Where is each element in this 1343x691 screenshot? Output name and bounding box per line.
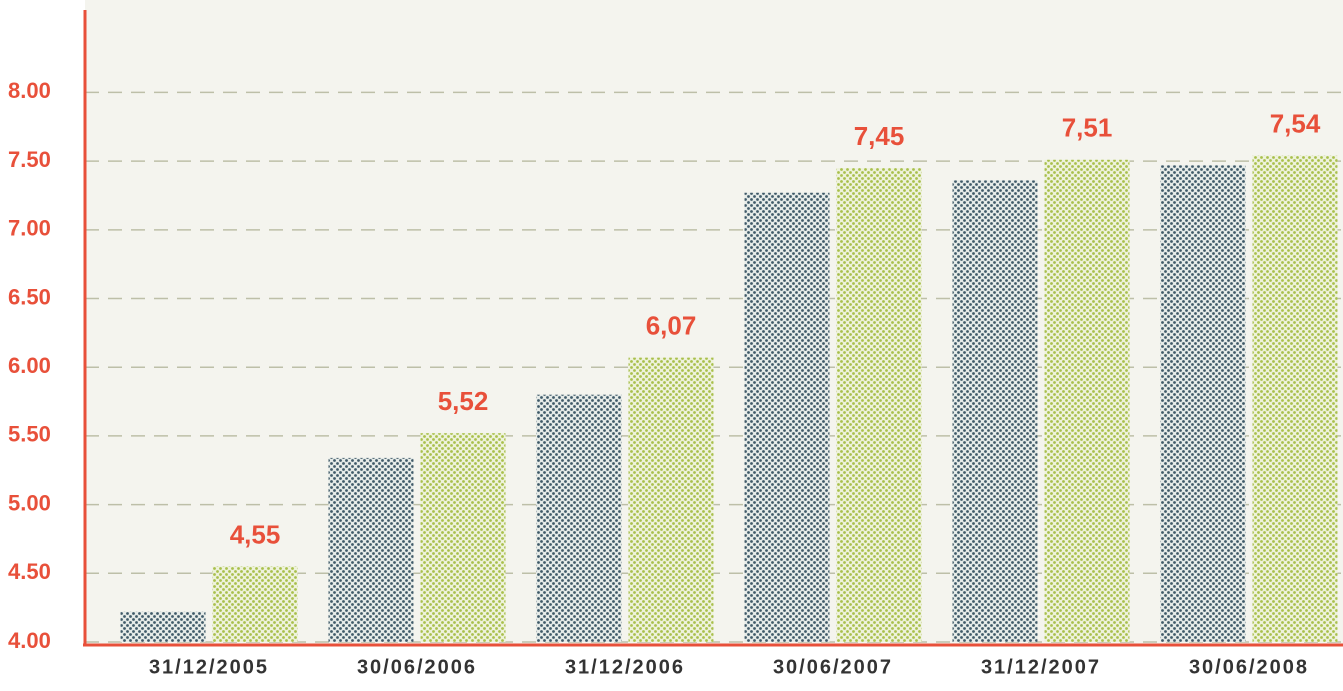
- bar: [1252, 155, 1338, 643]
- bar: [628, 357, 714, 642]
- bar: [744, 192, 830, 642]
- bar: [212, 566, 298, 642]
- value-label: 5,52: [438, 386, 489, 416]
- x-tick-label: 30/06/2006: [357, 656, 477, 678]
- x-tick-label: 31/12/2006: [565, 656, 685, 678]
- bar: [120, 611, 206, 642]
- y-tick-label: 4.50: [8, 559, 51, 584]
- value-label: 7,45: [854, 121, 905, 151]
- y-tick-label: 7.50: [8, 147, 51, 172]
- value-label: 7,51: [1062, 113, 1113, 143]
- bar: [536, 394, 622, 642]
- bar: [952, 180, 1038, 642]
- x-tick-label: 30/06/2008: [1189, 656, 1309, 678]
- y-tick-label: 6.50: [8, 284, 51, 309]
- bar: [1044, 159, 1130, 642]
- value-label: 7,54: [1270, 109, 1321, 139]
- bar: [420, 433, 506, 642]
- value-label: 6,07: [646, 310, 697, 340]
- plot-background: [85, 0, 1343, 645]
- value-label: 4,55: [230, 519, 281, 549]
- y-tick-label: 7.00: [8, 216, 51, 241]
- x-tick-label: 30/06/2007: [773, 656, 893, 678]
- y-tick-label: 5.00: [8, 490, 51, 515]
- x-tick-label: 31/12/2007: [981, 656, 1101, 678]
- bar: [836, 168, 922, 642]
- bar: [328, 457, 414, 642]
- y-tick-label: 8.00: [8, 78, 51, 103]
- bar: [1160, 165, 1246, 642]
- y-tick-label: 5.50: [8, 422, 51, 447]
- x-tick-label: 31/12/2005: [149, 656, 269, 678]
- y-tick-label: 4.00: [8, 628, 51, 653]
- y-tick-label: 6.00: [8, 353, 51, 378]
